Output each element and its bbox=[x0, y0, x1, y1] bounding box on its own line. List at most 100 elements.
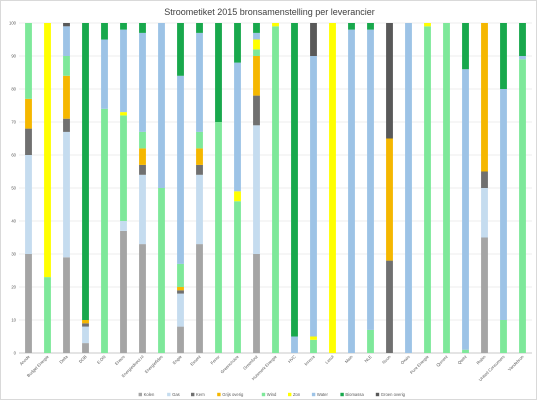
bar-segment bbox=[139, 23, 146, 33]
bar-segment bbox=[310, 339, 317, 353]
bar-segment bbox=[177, 75, 184, 264]
x-tick-label: E.ON bbox=[96, 354, 107, 365]
bar-segment bbox=[101, 39, 108, 109]
bar-segment bbox=[424, 23, 431, 27]
bar-segment bbox=[101, 108, 108, 353]
legend-swatch bbox=[138, 392, 142, 397]
legend-item: Water bbox=[311, 392, 329, 397]
bar-stack bbox=[253, 23, 260, 353]
x-tick-label: Greenchoice bbox=[219, 354, 240, 375]
legend-swatch bbox=[340, 392, 344, 397]
bar-stack bbox=[234, 23, 241, 353]
bar-segment bbox=[367, 23, 374, 30]
bar-segment bbox=[462, 349, 469, 353]
legend-label: Zon bbox=[293, 392, 301, 397]
bar-segment bbox=[196, 148, 203, 165]
x-tick-label: Eneco bbox=[114, 354, 126, 366]
bar-stack bbox=[272, 23, 279, 354]
legend: Kolen Gas Kern Grijs overig Wind Zon Water Biom… bbox=[138, 392, 406, 397]
bar-segment bbox=[158, 23, 165, 188]
x-tick-label: Fenor bbox=[209, 354, 221, 366]
bar-stack bbox=[215, 23, 222, 353]
bar-segment bbox=[82, 326, 89, 344]
bar-segment bbox=[63, 26, 70, 56]
bar-stack bbox=[348, 23, 355, 353]
x-tick-label: Essent bbox=[189, 354, 202, 367]
y-tick-label: 30 bbox=[11, 252, 16, 257]
legend-label: Gas bbox=[172, 392, 180, 397]
bar-segment bbox=[120, 221, 127, 231]
bar-stack bbox=[101, 23, 108, 353]
bar-stack bbox=[82, 23, 89, 353]
y-tick-label: 90 bbox=[11, 54, 16, 59]
y-tick-label: 20 bbox=[11, 285, 16, 290]
legend-item: Gas bbox=[167, 392, 180, 397]
x-tick-label: Lesol bbox=[324, 354, 335, 365]
bar-segment bbox=[310, 56, 317, 337]
x-tick-label: Innova bbox=[303, 354, 316, 367]
bar-stack bbox=[519, 23, 526, 354]
bar-segment bbox=[234, 201, 241, 353]
bar-segment bbox=[196, 164, 203, 175]
x-tick-label: Delta bbox=[58, 354, 69, 365]
bar-segment bbox=[367, 29, 374, 330]
bar-segment bbox=[481, 237, 488, 353]
legend-swatch bbox=[261, 392, 266, 397]
legend-label: Kolen bbox=[144, 392, 155, 397]
bar-segment bbox=[25, 155, 32, 254]
x-tick-label: Energiefides bbox=[144, 354, 164, 374]
bar-stack bbox=[310, 23, 317, 353]
legend-item: Grijs overig bbox=[217, 392, 244, 397]
bar-segment bbox=[63, 23, 70, 27]
bar-segment bbox=[519, 23, 526, 56]
bar-segment bbox=[63, 56, 70, 76]
legend-swatch bbox=[311, 392, 316, 397]
bar-segment bbox=[253, 32, 260, 40]
bar-segment bbox=[234, 191, 241, 202]
bar-segment bbox=[25, 254, 32, 353]
bar-segment bbox=[500, 23, 507, 89]
bar-segment bbox=[139, 148, 146, 165]
bar-stack bbox=[462, 23, 469, 353]
x-tick-label: Vandebron bbox=[507, 354, 525, 372]
bar-stack bbox=[44, 23, 51, 353]
bar-segment bbox=[253, 23, 260, 33]
bar-stacks bbox=[25, 23, 526, 354]
bar-segment bbox=[25, 23, 32, 99]
y-tick-label: 0 bbox=[14, 351, 17, 356]
bar-stack bbox=[443, 23, 450, 353]
y-tick-label: 100 bbox=[9, 21, 17, 26]
bar-stack bbox=[386, 23, 393, 353]
x-tick-label: Anode bbox=[19, 354, 32, 367]
bar-segment bbox=[386, 138, 393, 261]
bar-stack bbox=[481, 23, 488, 353]
legend-label: Kern bbox=[196, 392, 206, 397]
bar-segment bbox=[348, 23, 355, 30]
bar-stack bbox=[120, 23, 127, 353]
legend-swatch bbox=[217, 392, 221, 397]
bar-segment bbox=[481, 23, 488, 172]
bar-segment bbox=[196, 131, 203, 149]
bar-segment bbox=[519, 56, 526, 60]
bar-segment bbox=[139, 131, 146, 149]
bar-segment bbox=[177, 263, 184, 287]
bar-stack bbox=[405, 23, 412, 353]
legend-item: Groen overig bbox=[375, 392, 406, 397]
bar-segment bbox=[139, 244, 146, 353]
bar-segment bbox=[196, 32, 203, 132]
bar-segment bbox=[25, 128, 32, 155]
legend-label: Water bbox=[317, 392, 329, 397]
legend-label: Groen overig bbox=[381, 392, 406, 397]
bar-segment bbox=[253, 49, 260, 56]
y-tick-label: 50 bbox=[11, 186, 16, 191]
bar-segment bbox=[386, 23, 393, 139]
x-tick-label: Main bbox=[344, 354, 354, 364]
bar-segment bbox=[424, 26, 431, 354]
bar-segment bbox=[367, 329, 374, 353]
y-tick-label: 40 bbox=[11, 219, 16, 224]
bar-segment bbox=[196, 23, 203, 33]
chart-title: Stroometiket 2015 bronsamenstelling per … bbox=[164, 7, 375, 17]
bar-stack bbox=[424, 23, 431, 354]
bar-segment bbox=[253, 56, 260, 96]
